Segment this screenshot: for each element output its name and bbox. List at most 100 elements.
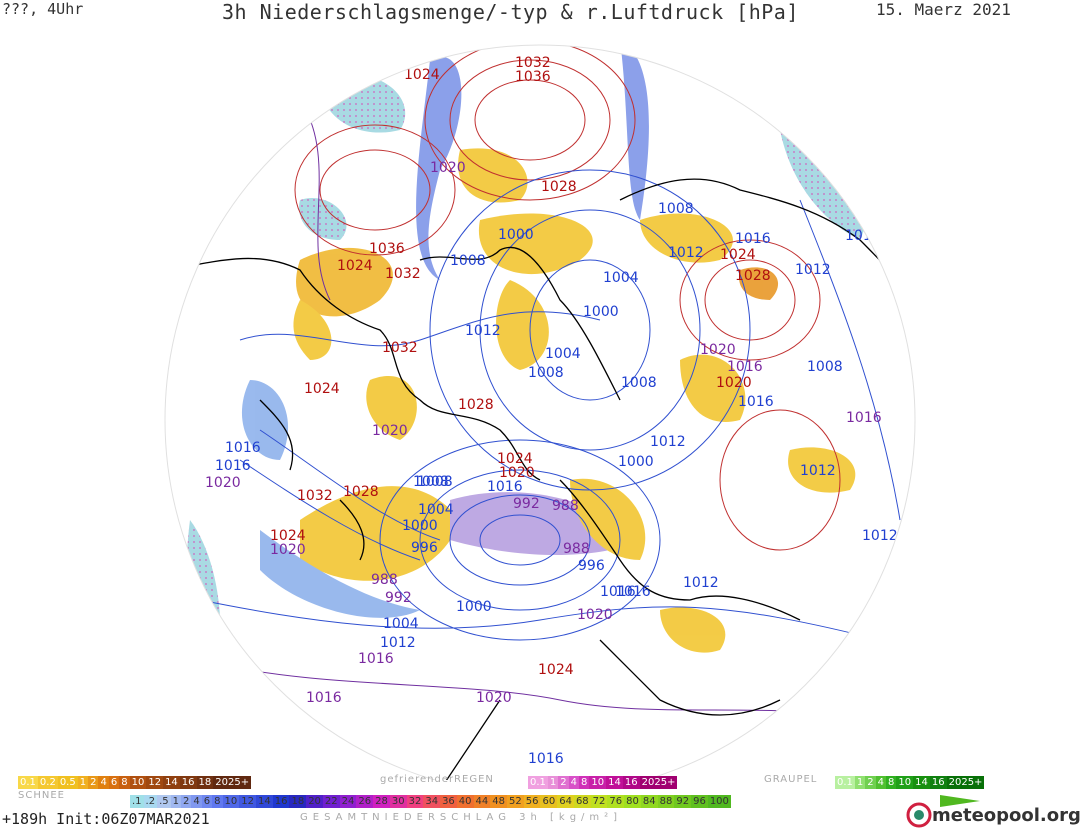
isobar-label: 1020 <box>476 690 512 706</box>
legend-swatch: 6 <box>108 776 120 789</box>
isobar-label: 1016 <box>845 228 881 244</box>
meteopool-logo-icon <box>906 802 932 828</box>
isobar-ring <box>294 124 456 256</box>
isobar-label: 1016 <box>358 651 394 667</box>
isobar-label: 1016 <box>215 458 251 474</box>
legend-swatch: 2025+ <box>639 776 678 789</box>
isobar-label: 1012 <box>465 323 501 339</box>
isobar-label: 1012 <box>380 635 416 651</box>
snow-area-atlantic <box>260 530 420 618</box>
isobar-label: 1004 <box>383 616 419 632</box>
snow-area-east <box>780 130 866 240</box>
isobar-label: 1000 <box>618 454 654 470</box>
legend-swatch: 34 <box>423 795 441 808</box>
isobar-label: 1004 <box>603 270 639 286</box>
legend-swatch: 12 <box>239 795 256 808</box>
isobar-ring <box>679 239 821 361</box>
isobar-label: 1016 <box>718 51 754 67</box>
rain-area-12 <box>739 267 779 300</box>
rain-area-9 <box>680 354 746 422</box>
legend-swatch: 2 <box>181 795 192 808</box>
isobar-label: 1032 <box>515 55 551 71</box>
rain-area-6 <box>366 375 417 440</box>
isobar-ring <box>449 494 591 586</box>
isobar-label: 996 <box>578 558 605 574</box>
isobar-ring <box>479 514 561 566</box>
isobar-label: 1008 <box>450 253 486 269</box>
init-time-label: +189h Init:06Z07MAR2021 <box>2 810 210 828</box>
legend-swatch: 64 <box>557 795 574 808</box>
coastline-greenland <box>419 246 621 401</box>
meteopool-logo[interactable]: meteopool.org <box>906 802 1080 828</box>
isobar-ring <box>319 149 431 231</box>
isobar-label: 1004 <box>545 346 581 362</box>
legend-swatch: 2 <box>88 776 99 789</box>
isobar-label: 1004 <box>418 502 454 518</box>
isobar-label: 1016 <box>487 479 523 495</box>
isobar-ring <box>474 79 586 161</box>
isobar-label: 988 <box>371 572 398 588</box>
isobar-label: 1008 <box>417 474 453 490</box>
rain-area-4 <box>296 247 393 317</box>
isobar-label: 1028 <box>541 179 577 195</box>
snow-label: SCHNEE <box>18 790 65 801</box>
isobar-label: 1016 <box>735 231 771 247</box>
isobar-lines <box>199 45 901 721</box>
legend-swatch: 16 <box>272 795 290 808</box>
scale-arrow-icon <box>940 795 980 807</box>
isobar-label: 1028 <box>343 484 379 500</box>
isobar-label: 1012 <box>795 262 831 278</box>
isobar-label: 1016 <box>615 584 651 600</box>
freezing-rain-label: gefrierenderREGEN <box>380 774 494 785</box>
isobar-label: 1020 <box>302 85 338 101</box>
legend-swatch: 8 <box>886 776 897 789</box>
total-precip-scale-legend: .1.2.5 1 2 4 6 8 10 12 14 16 18 20 22 24 26 28 30 32 34 36 4… <box>130 795 731 808</box>
isobar-label: 1008 <box>413 474 449 490</box>
legend-swatch: 48 <box>490 795 507 808</box>
legend-swatch: 20 <box>306 795 323 808</box>
isobar-line <box>239 311 601 347</box>
map-background <box>165 45 915 780</box>
isobar-label: 1008 <box>658 201 694 217</box>
graupel-scale-legend: 0.1 1 2 4 8 10 14 16 2025+ <box>835 776 985 789</box>
isobar-label: 1008 <box>621 375 657 391</box>
isobar-line <box>199 659 881 721</box>
total-precip-label: GESAMTNIEDERSCHLAG 3h [kg/m²] <box>300 812 623 823</box>
isobar-label: 1016 <box>738 394 774 410</box>
isobar-label: 1036 <box>515 69 551 85</box>
legend-swatch: 1 <box>77 776 89 789</box>
isobar-label: 1016 <box>846 410 882 426</box>
rain-area-2 <box>478 213 593 275</box>
legend-swatch: 4 <box>98 776 109 789</box>
isobar-label: 988 <box>563 541 590 557</box>
legend-swatch: 28 <box>373 795 390 808</box>
legend-swatch: .5 <box>157 795 171 808</box>
isobar-label: 1020 <box>577 607 613 623</box>
rain-area-1 <box>458 148 528 203</box>
legend-swatch: 10 <box>129 776 147 789</box>
rain-area-5 <box>293 300 332 360</box>
isobar-label: 1024 <box>337 258 373 274</box>
isobar-label: 1024 <box>404 67 440 83</box>
legend-swatch: .1 <box>130 795 144 808</box>
coastline-alaska <box>259 399 294 471</box>
isobar-line <box>299 99 331 301</box>
isobar-label: 1016 <box>528 751 564 767</box>
legend-swatch: 40 <box>456 795 474 808</box>
legend-swatch: 80 <box>624 795 641 808</box>
isobar-label: 1012 <box>800 463 836 479</box>
snow-band-atlantic <box>416 56 462 280</box>
legend-swatch: 32 <box>406 795 424 808</box>
legend-swatch: 10 <box>589 776 607 789</box>
coastline-newfoundland <box>339 499 365 561</box>
isobar-label: 1024 <box>720 247 756 263</box>
freezing-rain-scale-legend: 0.1 1 2 4 8 10 14 16 2025+ <box>528 776 678 789</box>
isobar-ring <box>479 209 701 451</box>
isobar-label: 1012 <box>683 575 719 591</box>
isobar-label: 1020 <box>700 342 736 358</box>
isobar-label: 1032 <box>382 340 418 356</box>
isobar-label: 1016 <box>225 440 261 456</box>
legend-swatch: 10 <box>896 776 914 789</box>
legend-swatch: 0.5 <box>57 776 78 789</box>
legend-swatch: 14 <box>255 795 273 808</box>
